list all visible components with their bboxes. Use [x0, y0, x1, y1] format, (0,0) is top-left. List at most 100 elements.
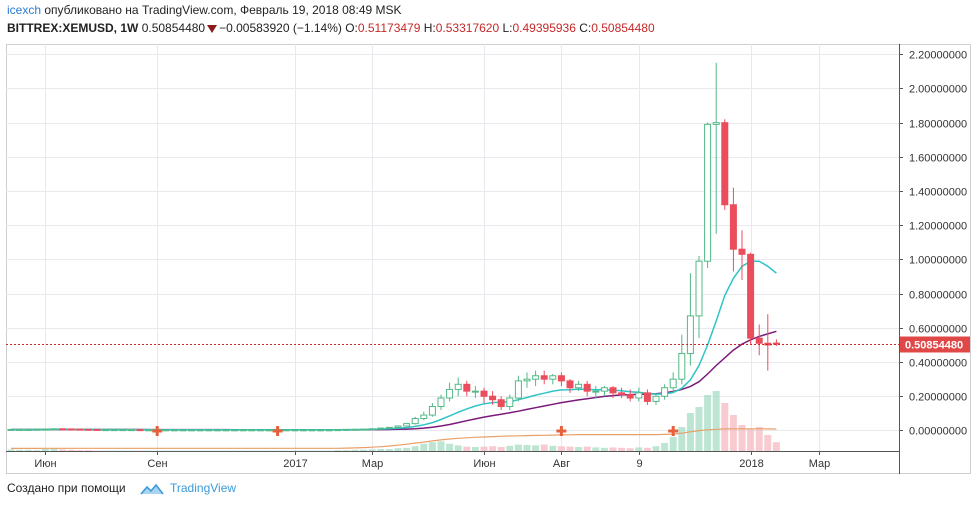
candle [41, 428, 49, 431]
event-marker-icon [152, 425, 163, 436]
author-link[interactable]: icexch [7, 3, 42, 17]
candle [557, 375, 565, 382]
candle [93, 428, 101, 431]
time-tick-label: Авг [553, 458, 570, 470]
candle [643, 392, 651, 402]
volume-bar [291, 450, 299, 452]
candle [136, 429, 144, 432]
time-tick-label: 2018 [739, 458, 763, 470]
tradingview-logo-icon[interactable] [140, 482, 164, 496]
volume-bar [394, 448, 402, 451]
candle [299, 429, 307, 432]
candle [678, 353, 686, 380]
candle [454, 383, 462, 390]
price-tick-label: 0.00000000 [909, 426, 967, 438]
candle [566, 380, 574, 389]
candle [747, 253, 755, 339]
volume-bar [721, 403, 729, 451]
candle [669, 378, 677, 389]
volume-bar [282, 450, 290, 452]
candle [471, 390, 479, 393]
price-tick-label: 2.00000000 [909, 84, 967, 96]
candle [170, 429, 178, 432]
price-chart-svg[interactable]: 2.20000000 2.00000000 1.80000000 1.60000000… [6, 44, 971, 474]
candle [213, 429, 221, 432]
volume-bar [575, 447, 583, 451]
volume-bar [239, 450, 247, 452]
tradingview-brand-link[interactable]: TradingView [170, 481, 237, 495]
candle [179, 429, 187, 432]
chart-area[interactable]: 2.20000000 2.00000000 1.80000000 1.60000000… [6, 44, 971, 474]
low-label: L: [502, 21, 513, 35]
volume-bar [566, 446, 574, 451]
candle [575, 383, 583, 389]
last-price: 0.50854480 [141, 21, 206, 35]
low-value: 0.49395936 [512, 21, 576, 35]
down-triangle-icon [207, 24, 218, 33]
candle [7, 428, 15, 431]
volume-bar [308, 450, 316, 452]
candle [342, 428, 350, 431]
volume-bar [50, 448, 58, 451]
time-tick-label: 2017 [283, 458, 307, 470]
candle [609, 387, 617, 394]
candle [59, 428, 67, 431]
candle [385, 426, 393, 429]
candle [24, 428, 32, 431]
volume-bar [162, 450, 170, 452]
volume-bar [738, 425, 746, 451]
candle [721, 122, 729, 206]
candle [188, 429, 196, 432]
candle [368, 428, 376, 431]
price-tick-label: 0.80000000 [909, 290, 967, 302]
volume-bar [248, 450, 256, 452]
time-tick-label: Мар [809, 458, 831, 470]
candle [84, 428, 92, 431]
volume-bar [179, 450, 187, 452]
price-tick-label: 1.80000000 [909, 119, 967, 131]
ma-fast-line [11, 260, 777, 431]
candle [532, 375, 540, 380]
volume-bar [385, 449, 393, 451]
candle [592, 390, 600, 393]
volume-bar [110, 450, 118, 452]
volume-bar [274, 450, 282, 452]
candle [351, 428, 359, 431]
candle [411, 418, 419, 425]
volume-bar [127, 450, 135, 452]
event-marker-icon [556, 425, 567, 436]
volume-bar [145, 450, 153, 452]
price-tick-label: 1.40000000 [909, 187, 967, 199]
candle [145, 429, 153, 432]
volume-bar [669, 437, 677, 451]
volume-bar [506, 445, 514, 451]
volume-bar [661, 443, 669, 451]
candle [635, 392, 643, 399]
candle [772, 342, 780, 345]
volume-bar [497, 447, 505, 451]
time-tick-label: Июн [473, 458, 495, 470]
candle [317, 429, 325, 432]
volume-bar [368, 449, 376, 451]
volume-bar [643, 447, 651, 451]
candle [360, 428, 368, 431]
volume-bar [59, 449, 67, 451]
volume-bar [153, 450, 161, 452]
volume-bar [652, 446, 660, 451]
price-tick-label: 1.20000000 [909, 221, 967, 233]
candle [222, 429, 230, 432]
publish-info: icexch опубликовано на TradingView.com, … [7, 3, 402, 17]
candle [712, 122, 720, 125]
ma-slow-line [11, 330, 777, 431]
volume-bar [317, 450, 325, 452]
volume-bar [102, 450, 110, 452]
candle [291, 429, 299, 432]
volume-bar [609, 447, 617, 451]
volume-bar [635, 447, 643, 451]
volume-bar [626, 448, 634, 451]
volume-bar [471, 447, 479, 451]
volume-bar [265, 450, 273, 452]
candle [196, 429, 204, 432]
volume-bar [334, 450, 342, 451]
open-value: 0.51173479 [357, 21, 421, 35]
